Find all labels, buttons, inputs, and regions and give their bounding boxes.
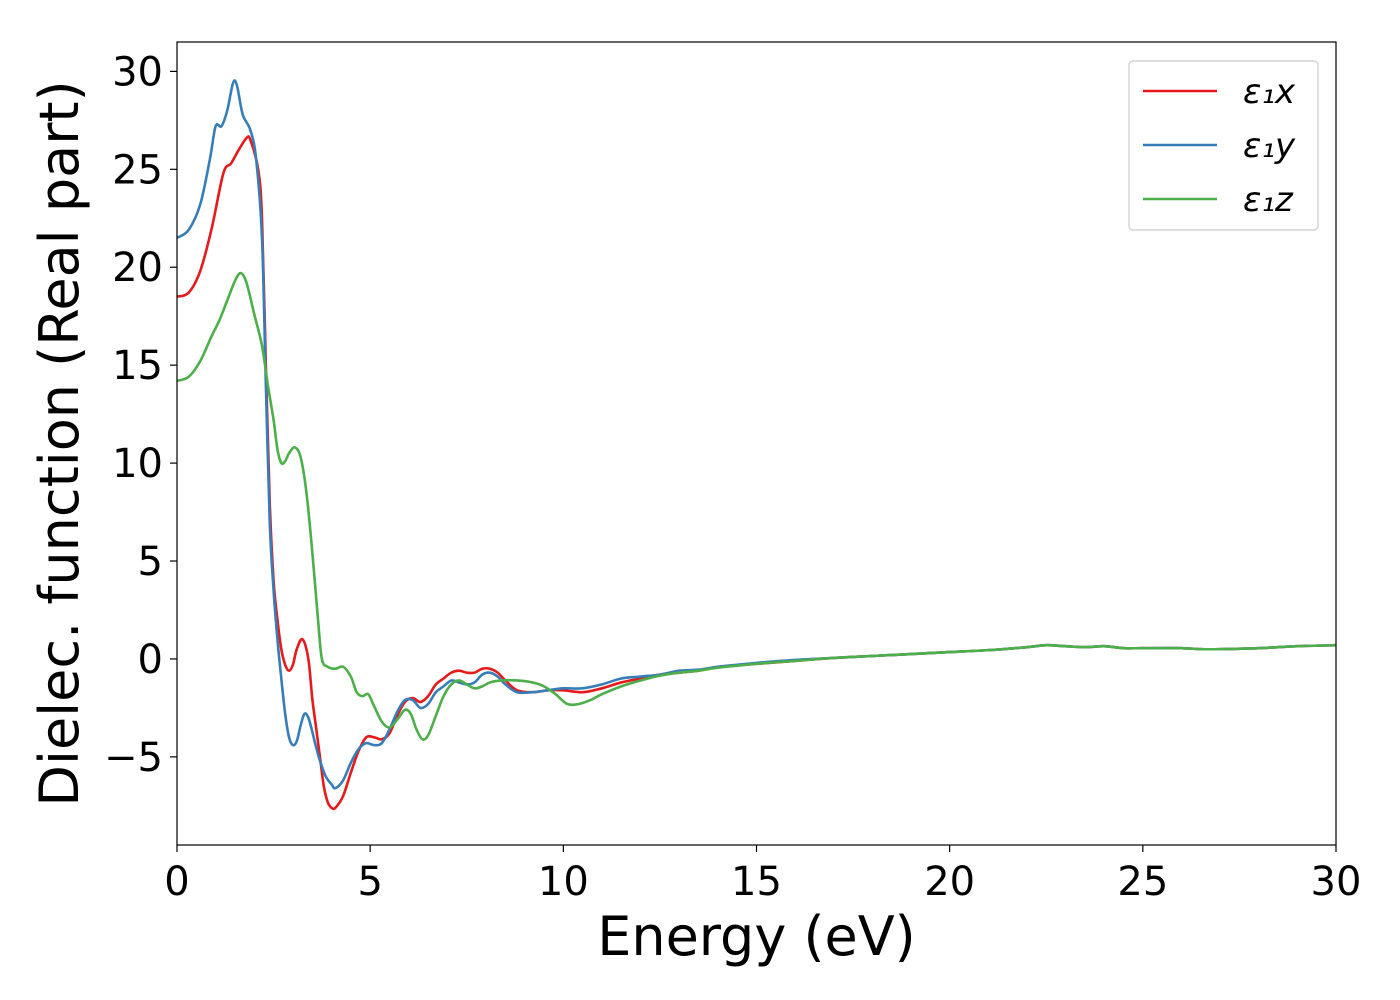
x-axis: 0 5 10 15 20 25 30 bbox=[164, 845, 1361, 905]
y-axis-title: Dielec. function (Real part) bbox=[28, 80, 91, 806]
y-tick-label: 25 bbox=[112, 147, 163, 193]
y-tick-label: 30 bbox=[112, 49, 163, 95]
y-tick-label: 15 bbox=[112, 343, 163, 389]
y-tick-label: 10 bbox=[112, 441, 163, 487]
legend-label-epsilon1-z: ε₁z bbox=[1243, 180, 1294, 220]
x-tick-label: 15 bbox=[731, 859, 782, 905]
legend: ε₁x ε₁y ε₁z bbox=[1128, 60, 1319, 231]
series-line-epsilon1-z bbox=[177, 271, 1336, 741]
x-tick-label: 30 bbox=[1311, 859, 1362, 905]
y-tick-label: 0 bbox=[138, 637, 163, 683]
y-tick-label: 5 bbox=[138, 539, 163, 585]
y-axis: −5 0 5 10 15 20 25 30 bbox=[104, 49, 177, 781]
y-tick-label: 20 bbox=[112, 245, 163, 291]
x-tick-label: 25 bbox=[1117, 859, 1168, 905]
x-tick-label: 5 bbox=[357, 859, 382, 905]
legend-label-epsilon1-x: ε₁x bbox=[1243, 72, 1296, 112]
legend-label-epsilon1-y: ε₁y bbox=[1243, 126, 1296, 166]
x-tick-label: 20 bbox=[924, 859, 975, 905]
y-tick-label: −5 bbox=[104, 735, 163, 781]
legend-box bbox=[1128, 60, 1319, 231]
x-axis-title: Energy (eV) bbox=[597, 905, 916, 968]
x-tick-label: 0 bbox=[164, 859, 189, 905]
series-layer bbox=[177, 79, 1336, 811]
x-tick-label: 10 bbox=[538, 859, 589, 905]
